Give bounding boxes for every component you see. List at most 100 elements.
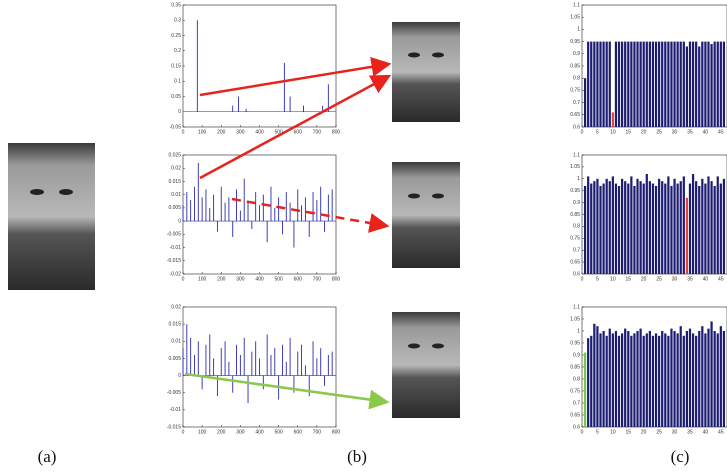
y-tick-label: 0.8	[573, 224, 580, 230]
y-tick-label: 0.65	[570, 112, 580, 118]
bar	[685, 331, 689, 427]
bar	[630, 176, 633, 274]
bar	[639, 41, 642, 127]
arrow	[199, 74, 392, 180]
bar	[716, 176, 719, 274]
arrow	[231, 197, 390, 233]
bar	[654, 41, 658, 127]
bar	[707, 176, 710, 274]
arrow	[184, 372, 390, 410]
x-tick-label: 45	[718, 429, 724, 435]
bar	[608, 41, 611, 127]
bar	[673, 178, 676, 274]
x-tick-label: 100	[198, 129, 207, 135]
bar	[701, 41, 704, 127]
y-tick-label: 0.95	[570, 340, 580, 346]
bar	[698, 46, 701, 128]
x-tick-label: 40	[703, 429, 709, 435]
x-tick-label: 15	[625, 276, 631, 282]
bar	[624, 41, 627, 127]
bar	[661, 41, 664, 127]
bar	[648, 41, 651, 127]
bar	[633, 333, 636, 427]
bar	[587, 176, 590, 274]
y-tick-label: 0.8	[573, 76, 580, 82]
y-tick-label: 0.6	[573, 124, 580, 130]
bar	[633, 185, 636, 274]
x-tick-label: 40	[703, 276, 709, 282]
bar	[651, 41, 655, 127]
y-tick-label: 1.05	[570, 316, 580, 322]
bar	[583, 185, 587, 274]
bar	[676, 333, 679, 427]
bar	[651, 183, 655, 274]
y-tick-label: 0.01	[171, 339, 181, 345]
bar	[617, 335, 621, 427]
y-tick-label: -0.005	[167, 232, 181, 238]
y-tick-label: 0.005	[168, 205, 181, 211]
face-image	[392, 162, 460, 268]
x-tick-label: 10	[610, 276, 616, 282]
y-tick-label: 0.025	[168, 152, 181, 158]
y-tick-label: 0.05	[171, 94, 181, 100]
bar	[602, 331, 605, 427]
x-tick-label: 800	[332, 129, 341, 135]
y-tick-label: 0.7	[573, 248, 580, 254]
y-tick-label: 1.05	[570, 164, 580, 170]
y-tick-label: 0.85	[570, 212, 580, 218]
face-image	[392, 312, 460, 418]
bar	[642, 183, 645, 274]
bar	[605, 335, 608, 427]
bar	[624, 181, 627, 274]
y-tick-label: 0.65	[570, 259, 580, 265]
x-tick-label: 200	[217, 429, 226, 435]
x-tick-label: 35	[687, 429, 693, 435]
bar	[605, 178, 608, 274]
y-tick-label: 0.1	[174, 79, 181, 85]
bar	[701, 326, 704, 427]
bar	[673, 41, 676, 127]
bar	[645, 333, 648, 427]
x-tick-label: 0	[182, 429, 185, 435]
panel-label: (a)	[38, 447, 57, 466]
x-tick-label: 0	[182, 129, 185, 135]
bar	[685, 197, 689, 274]
y-tick-label: 1.1	[573, 152, 580, 158]
x-tick-label: 400	[255, 429, 264, 435]
bar	[661, 331, 664, 427]
bar	[611, 112, 614, 127]
bar	[636, 178, 639, 274]
y-tick-label: 0.9	[573, 51, 580, 57]
x-tick-label: 10	[610, 429, 616, 435]
bar	[707, 41, 710, 127]
bar	[667, 335, 670, 427]
y-tick-label: -0.01	[170, 407, 182, 413]
bar	[614, 41, 618, 127]
bar	[704, 41, 707, 127]
y-tick-label: 0.01	[171, 192, 181, 198]
x-tick-label: 500	[274, 276, 283, 282]
bar	[679, 41, 682, 127]
x-tick-label: 500	[274, 429, 283, 435]
x-tick-label: 0	[581, 429, 584, 435]
x-tick-label: 800	[332, 429, 341, 435]
y-tick-label: 0.95	[570, 39, 580, 45]
bar	[722, 41, 726, 127]
bar	[664, 183, 667, 274]
bar	[602, 41, 605, 127]
bar	[642, 41, 645, 127]
x-tick-label: 20	[641, 129, 647, 135]
y-tick-label: 0.85	[570, 63, 580, 69]
x-tick-label: 100	[198, 429, 207, 435]
bar	[590, 335, 593, 427]
y-tick-label: 0.15	[171, 63, 181, 69]
bar	[593, 181, 596, 274]
panel-label: (b)	[347, 447, 367, 466]
bar	[667, 41, 670, 127]
bar	[670, 41, 673, 127]
bar	[722, 178, 726, 274]
x-tick-label: 700	[313, 129, 322, 135]
bar	[710, 44, 713, 127]
